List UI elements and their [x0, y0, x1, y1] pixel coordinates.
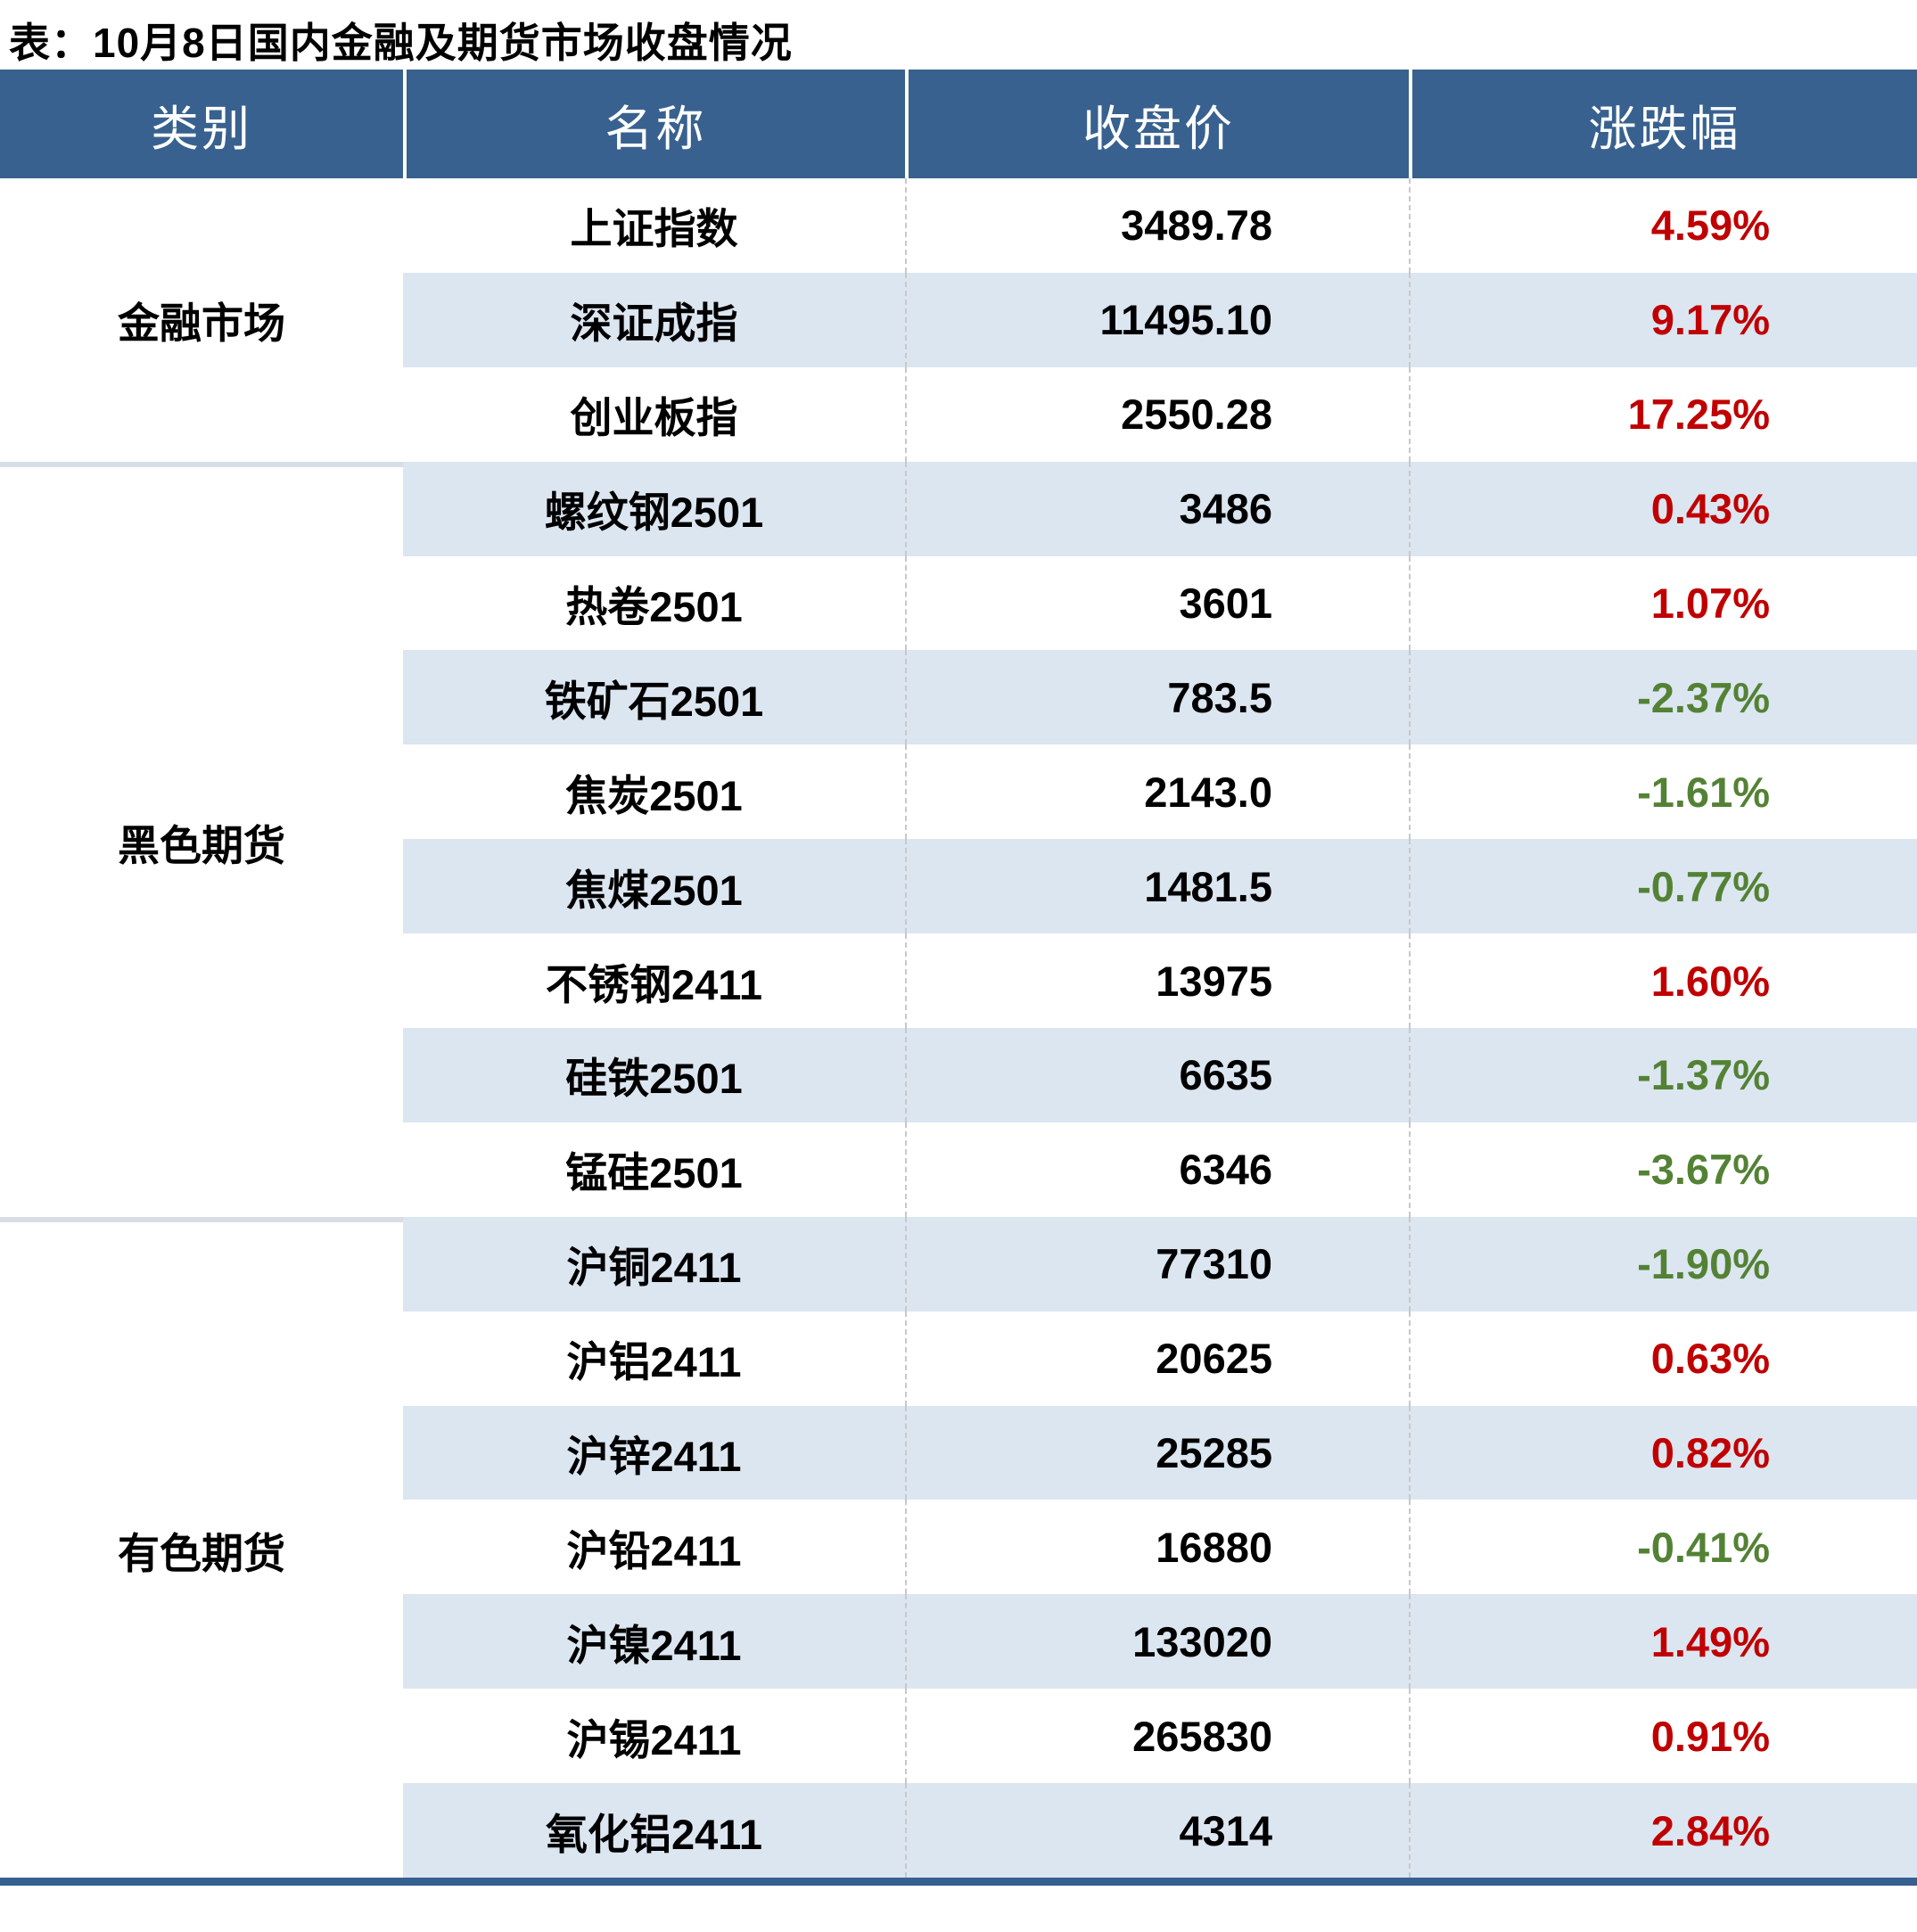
table-row: 沪锡2411 265830 0.91%: [0, 1689, 1917, 1784]
closing-price-cell: 3486: [905, 461, 1409, 556]
instrument-name-cell: 沪铝2411: [403, 1311, 905, 1406]
instrument-name-cell: 硅铁2501: [403, 1028, 905, 1122]
change-percent-cell: 0.43%: [1409, 461, 1917, 556]
change-percent-cell: 0.82%: [1409, 1405, 1917, 1500]
table-header: 类别 名称 收盘价 涨跌幅: [0, 70, 1917, 178]
table-row: 有色期货 沪铜2411 77310 -1.90%: [0, 1216, 1917, 1879]
table-row: 硅铁2501 6635 -1.37%: [0, 1028, 1917, 1122]
instrument-name-cell: 螺纹钢2501: [403, 461, 905, 556]
instrument-name-cell: 铁矿石2501: [403, 650, 905, 745]
closing-price-cell: 2143.0: [905, 744, 1409, 840]
instrument-name-cell: 沪铅2411: [403, 1500, 905, 1595]
closing-price-cell: 265830: [905, 1689, 1409, 1784]
closing-price-cell: 133020: [905, 1594, 1409, 1689]
table-title: 表：10月8日国内金融及期货市场收盘情况: [9, 20, 793, 66]
table-row: 氧化铝2411 4314 2.84%: [0, 1783, 1917, 1879]
change-percent-cell: 17.25%: [1409, 366, 1917, 462]
instrument-name-cell: 沪铜2411: [403, 1216, 905, 1311]
table-row: 焦煤2501 1481.5 -0.77%: [0, 839, 1917, 934]
instrument-name-cell: 氧化铝2411: [403, 1783, 905, 1879]
change-percent-cell: 1.49%: [1409, 1594, 1917, 1689]
instrument-name-cell: 沪锌2411: [403, 1405, 905, 1500]
closing-price-cell: 11495.10: [905, 272, 1409, 367]
closing-price-cell: 2550.28: [905, 366, 1409, 462]
table-row: 深证成指 11495.10 9.17%: [0, 272, 1917, 367]
closing-price-cell: 783.5: [905, 650, 1409, 745]
closing-price-cell: 3489.78: [905, 178, 1409, 273]
instrument-name-cell: 沪镍2411: [403, 1594, 905, 1689]
instrument-name-cell: 焦煤2501: [403, 839, 905, 934]
instrument-name-cell: 深证成指: [403, 272, 905, 367]
closing-price-cell: 77310: [905, 1216, 1409, 1311]
table-row: 金融市场 上证指数 3489.78 4.59%: [0, 178, 1917, 462]
market-closing-table: 类别 名称 收盘价 涨跌幅 金融市场 上证指数 3489.78 4.59% 深证成指 11…: [0, 70, 1917, 1879]
change-percent-cell: 2.84%: [1409, 1783, 1917, 1879]
change-percent-cell: -1.61%: [1409, 744, 1917, 840]
header-category: 类别: [0, 70, 403, 178]
table-row: 沪锌2411 25285 0.82%: [0, 1405, 1917, 1500]
header-close: 收盘价: [905, 70, 1409, 178]
table-row: 沪铝2411 20625 0.63%: [0, 1311, 1917, 1406]
table-body: 金融市场 上证指数 3489.78 4.59% 深证成指 11495.10 9.17% 创业板…: [0, 178, 1917, 1879]
change-percent-cell: -2.37%: [1409, 650, 1917, 745]
change-percent-cell: -1.37%: [1409, 1028, 1917, 1122]
closing-price-cell: 3601: [905, 555, 1409, 651]
change-percent-cell: 0.63%: [1409, 1311, 1917, 1406]
instrument-name-cell: 不锈钢2411: [403, 933, 905, 1029]
closing-price-cell: 13975: [905, 933, 1409, 1029]
closing-price-cell: 25285: [905, 1405, 1409, 1500]
closing-price-cell: 16880: [905, 1500, 1409, 1595]
instrument-name-cell: 创业板指: [403, 366, 905, 462]
category-cell: 黑色期货: [0, 461, 403, 1217]
table-row: 不锈钢2411 13975 1.60%: [0, 933, 1917, 1029]
closing-price-cell: 4314: [905, 1783, 1409, 1879]
category-cell: 有色期货: [0, 1216, 403, 1879]
header-change: 涨跌幅: [1409, 70, 1917, 178]
table-row: 黑色期货 螺纹钢2501 3486 0.43%: [0, 461, 1917, 1217]
table-row: 锰硅2501 6346 -3.67%: [0, 1122, 1917, 1217]
change-percent-cell: 0.91%: [1409, 1689, 1917, 1784]
closing-price-cell: 6346: [905, 1122, 1409, 1217]
table-row: 沪铅2411 16880 -0.41%: [0, 1500, 1917, 1595]
table-row: 焦炭2501 2143.0 -1.61%: [0, 744, 1917, 840]
instrument-name-cell: 热卷2501: [403, 555, 905, 651]
instrument-name-cell: 焦炭2501: [403, 744, 905, 840]
change-percent-cell: -3.67%: [1409, 1122, 1917, 1217]
category-cell: 金融市场: [0, 178, 403, 462]
change-percent-cell: -1.90%: [1409, 1216, 1917, 1311]
change-percent-cell: -0.77%: [1409, 839, 1917, 934]
table-bottom-border: [0, 1878, 1917, 1887]
instrument-name-cell: 沪锡2411: [403, 1689, 905, 1784]
closing-price-cell: 20625: [905, 1311, 1409, 1406]
header-name: 名称: [403, 70, 905, 178]
closing-price-cell: 1481.5: [905, 839, 1409, 934]
change-percent-cell: 1.60%: [1409, 933, 1917, 1029]
change-percent-cell: 1.07%: [1409, 555, 1917, 651]
table-row: 铁矿石2501 783.5 -2.37%: [0, 650, 1917, 745]
instrument-name-cell: 上证指数: [403, 178, 905, 273]
table-row: 沪镍2411 133020 1.49%: [0, 1594, 1917, 1689]
table-row: 热卷2501 3601 1.07%: [0, 555, 1917, 651]
change-percent-cell: -0.41%: [1409, 1500, 1917, 1595]
change-percent-cell: 4.59%: [1409, 178, 1917, 273]
change-percent-cell: 9.17%: [1409, 272, 1917, 367]
table-row: 创业板指 2550.28 17.25%: [0, 366, 1917, 462]
instrument-name-cell: 锰硅2501: [403, 1122, 905, 1217]
header-row: 类别 名称 收盘价 涨跌幅: [0, 70, 1917, 178]
closing-price-cell: 6635: [905, 1028, 1409, 1122]
